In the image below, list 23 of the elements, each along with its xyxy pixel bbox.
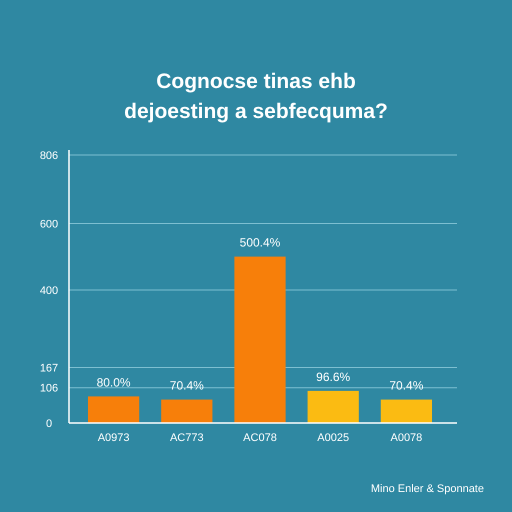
bar (234, 256, 286, 423)
y-tick-label: 0 (46, 418, 52, 430)
y-tick-label: 167 (40, 362, 58, 374)
chart-title: Cognocse tinas ehb dejoesting a sebfecquma? (124, 70, 388, 123)
data-label: 70.4% (170, 378, 204, 393)
y-tick-label: 106 (40, 382, 58, 395)
y-tick-label: 600 (40, 218, 58, 230)
bar (161, 400, 212, 423)
x-tick-label: A0025 (317, 432, 350, 444)
x-tick-label: AC773 (170, 432, 204, 444)
bar (308, 390, 359, 423)
x-tick-label: A0078 (390, 432, 422, 444)
text: Mino Enler & Sponnate (370, 483, 484, 495)
bar (380, 400, 432, 423)
y-tick-label: 400 (40, 284, 58, 297)
x-tick-label: AC078 (243, 432, 277, 444)
bar (88, 396, 140, 423)
data-label: 500.4% (240, 236, 281, 250)
data-label: 70.4% (389, 378, 424, 393)
data-label: 96.6% (316, 370, 351, 384)
data-label: 80.0% (96, 375, 131, 390)
x-tick-label: A0973 (98, 432, 130, 444)
y-tick-label: 806 (40, 150, 58, 162)
